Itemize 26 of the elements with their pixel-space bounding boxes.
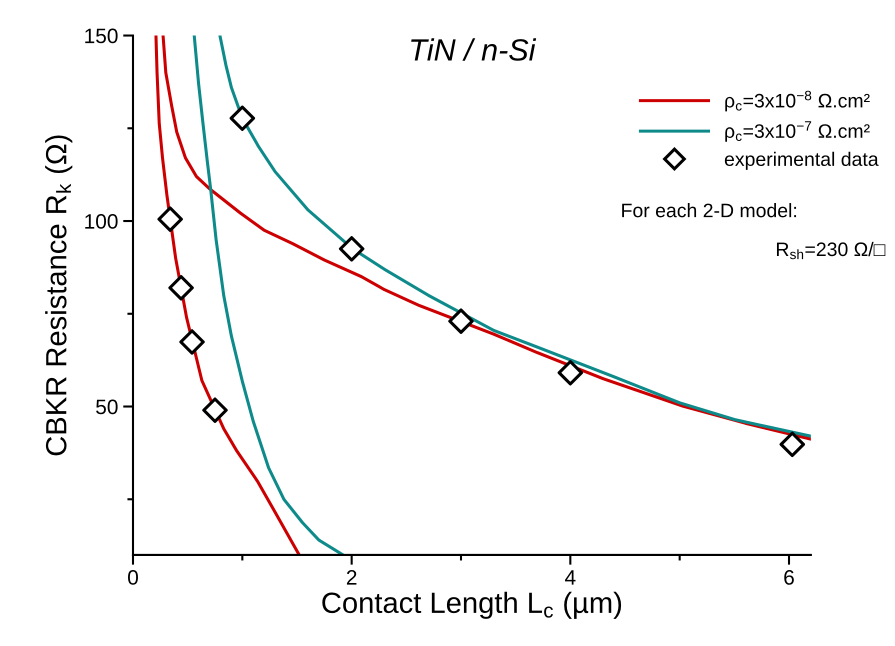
annotation: For each 2-D model:: [622, 203, 796, 218]
legend-label: experimental data: [724, 152, 879, 170]
point: [558, 360, 584, 386]
point: [157, 206, 183, 232]
y-tick-label: 150: [85, 28, 118, 44]
x-tick-label: 6: [784, 570, 794, 585]
point: [168, 275, 194, 301]
line-series: [192, 36, 344, 555]
point: [230, 106, 256, 131]
annotation: R$_{sh}$=230 Ω/□: [776, 242, 886, 260]
y-tick-label: 100: [85, 214, 118, 229]
point: [202, 398, 228, 423]
x-tick-label: 2: [346, 570, 356, 585]
point: [780, 432, 806, 458]
legend-label: ρ$_{c}$=3x10$^{−7}$ Ω.cm²: [725, 121, 870, 142]
y-tick-label: 50: [96, 400, 118, 414]
x-tick-label: 0: [128, 570, 138, 585]
y-axis-title: CBKR Resistance R$_{k}$ (Ω): [45, 135, 72, 456]
legend-label: ρ$_{c}$=3x10$^{−8}$ Ω.cm²: [725, 90, 870, 112]
point: [448, 308, 474, 334]
chart-title: TiN / n-Si: [411, 38, 536, 61]
x-tick-label: 4: [565, 570, 576, 585]
point: [338, 236, 364, 262]
line-series: [154, 36, 301, 555]
x-axis-title: Contact Length L$_{c}$ (µm): [322, 592, 622, 619]
point: [179, 329, 205, 355]
